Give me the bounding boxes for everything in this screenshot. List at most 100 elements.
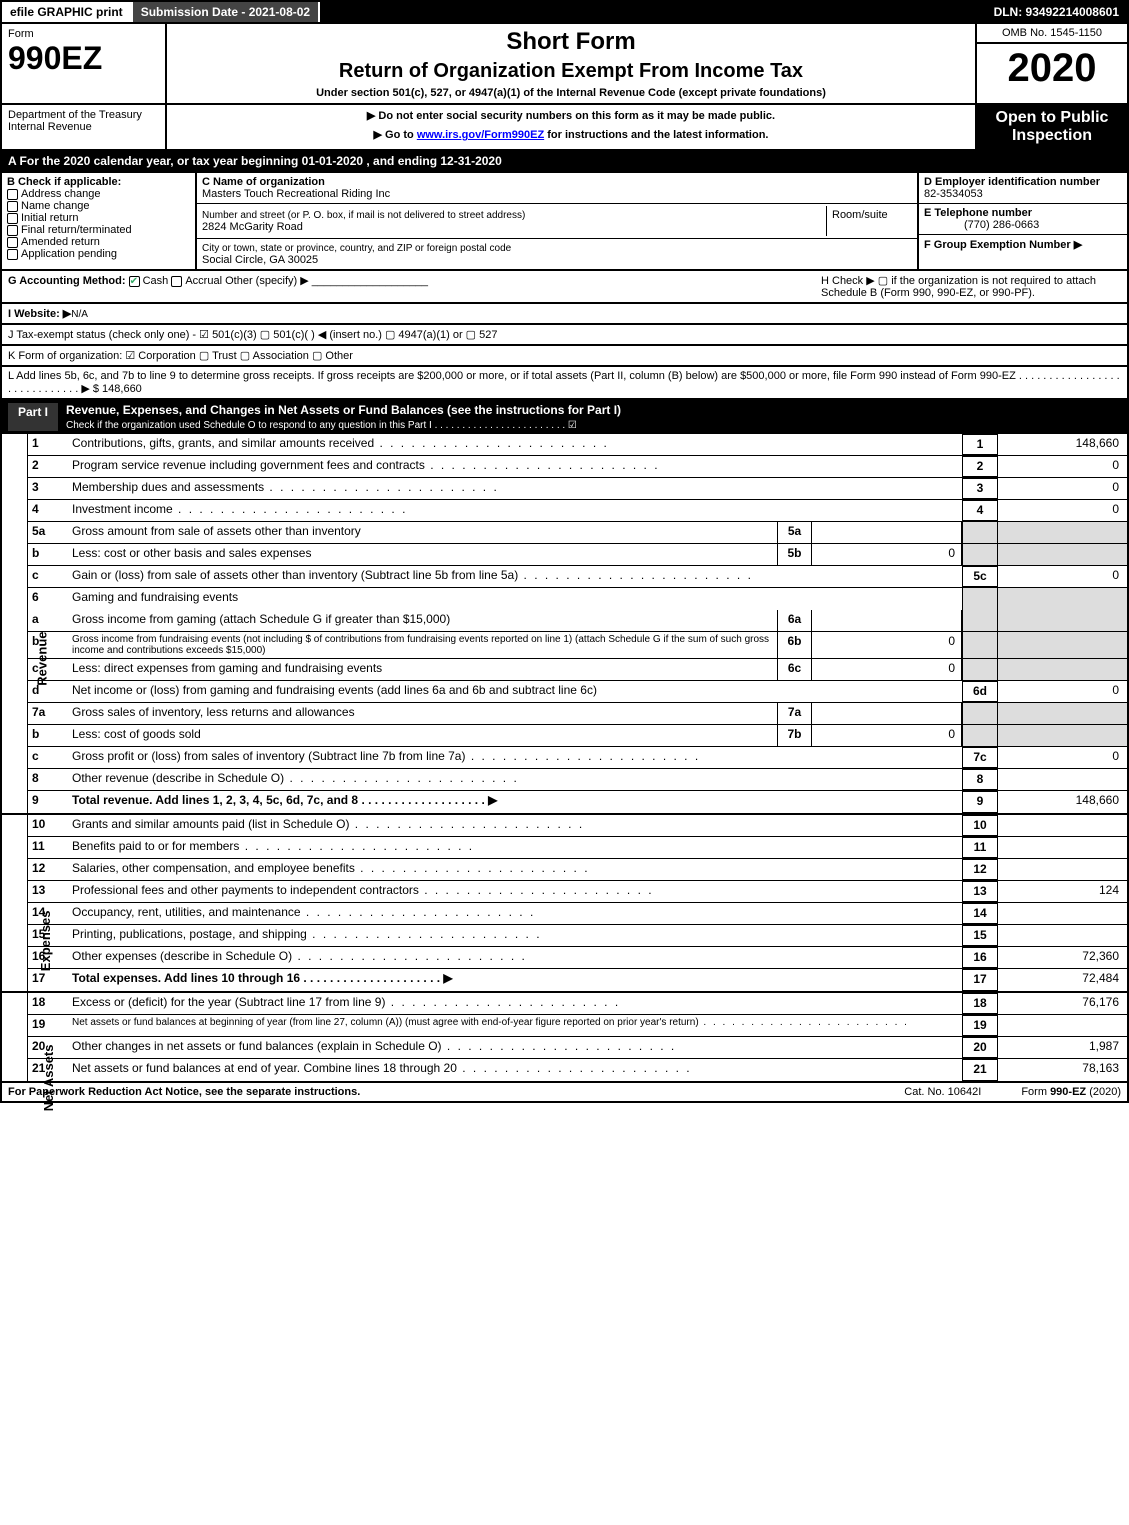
subtitle: Under section 501(c), 527, or 4947(a)(1)…: [175, 87, 967, 99]
box-b: B Check if applicable: Address change Na…: [2, 173, 197, 271]
cb-application-pending[interactable]: [7, 249, 18, 260]
line-9: Total revenue. Add lines 1, 2, 3, 4, 5c,…: [68, 791, 962, 813]
part1-header: Part I Revenue, Expenses, and Changes in…: [0, 400, 1129, 434]
row-gh: G Accounting Method: Cash Accrual Other …: [0, 271, 1129, 304]
dln: DLN: 93492214008601: [986, 2, 1127, 22]
val-8: [997, 769, 1127, 790]
form-footer: Form 990-EZ (2020): [1021, 1086, 1121, 1098]
side-netassets: Net Assets: [41, 1045, 56, 1112]
i-label: I Website: ▶: [8, 308, 71, 320]
city-label: City or town, state or province, country…: [202, 243, 511, 254]
phone-value: (770) 286-0663: [924, 219, 1039, 231]
line-10: Grants and similar amounts paid (list in…: [68, 815, 962, 836]
line-14: Occupancy, rent, utilities, and maintena…: [68, 903, 962, 924]
val-3: 0: [997, 478, 1127, 499]
org-name: Masters Touch Recreational Riding Inc: [202, 188, 390, 200]
row-k: K Form of organization: ☑ Corporation ▢ …: [0, 346, 1129, 367]
line-18: Excess or (deficit) for the year (Subtra…: [68, 993, 962, 1014]
val-20: 1,987: [997, 1037, 1127, 1058]
ein-label: D Employer identification number: [924, 176, 1100, 188]
website-val: N/A: [71, 309, 88, 320]
line-17: Total expenses. Add lines 10 through 16 …: [68, 969, 962, 991]
title-short-form: Short Form: [175, 28, 967, 56]
line-7a: Gross sales of inventory, less returns a…: [68, 703, 777, 724]
cb-name-change[interactable]: [7, 201, 18, 212]
line-13: Professional fees and other payments to …: [68, 881, 962, 902]
cb-cash[interactable]: [129, 276, 140, 287]
note-goto: ▶ Go to www.irs.gov/Form990EZ for instru…: [171, 128, 971, 141]
side-revenue: Revenue: [35, 631, 50, 685]
g-label: G Accounting Method:: [8, 275, 126, 287]
line-6c: Less: direct expenses from gaming and fu…: [68, 659, 777, 680]
line-6d: Net income or (loss) from gaming and fun…: [68, 681, 962, 702]
line-2: Program service revenue including govern…: [68, 456, 962, 477]
line-6a: Gross income from gaming (attach Schedul…: [68, 610, 777, 631]
val-6d: 0: [997, 681, 1127, 702]
expenses-block: Expenses 10Grants and similar amounts pa…: [0, 815, 1129, 993]
cb-address-change[interactable]: [7, 189, 18, 200]
val-18: 76,176: [997, 993, 1127, 1014]
irs-link[interactable]: www.irs.gov/Form990EZ: [417, 129, 544, 141]
open-public: Open to Public Inspection: [977, 105, 1127, 149]
row-i: I Website: ▶N/A: [0, 304, 1129, 325]
line-7c: Gross profit or (loss) from sales of inv…: [68, 747, 962, 768]
cb-amended-return[interactable]: [7, 237, 18, 248]
box-def: D Employer identification number 82-3534…: [919, 173, 1129, 271]
val-5c: 0: [997, 566, 1127, 587]
note-ssn: ▶ Do not enter social security numbers o…: [171, 109, 971, 122]
val-2: 0: [997, 456, 1127, 477]
box-c: C Name of organization Masters Touch Rec…: [197, 173, 919, 271]
form-number: 990EZ: [8, 40, 159, 77]
cb-initial-return[interactable]: [7, 213, 18, 224]
form-label: Form: [8, 28, 159, 40]
info-block: B Check if applicable: Address change Na…: [0, 173, 1129, 271]
line-1: Contributions, gifts, grants, and simila…: [68, 434, 962, 455]
c-name-label: C Name of organization: [202, 176, 325, 188]
line-12: Salaries, other compensation, and employ…: [68, 859, 962, 880]
row-a: A For the 2020 calendar year, or tax yea…: [0, 151, 1129, 173]
line-8: Other revenue (describe in Schedule O): [68, 769, 962, 790]
line-6: Gaming and fundraising events: [68, 588, 962, 610]
row-l: L Add lines 5b, 6c, and 7b to line 9 to …: [0, 367, 1129, 400]
line-19: Net assets or fund balances at beginning…: [68, 1015, 962, 1036]
line-5a: Gross amount from sale of assets other t…: [68, 522, 777, 543]
header2: Department of the Treasury Internal Reve…: [0, 105, 1129, 151]
h-text: H Check ▶ ▢ if the organization is not r…: [821, 274, 1121, 299]
cb-accrual[interactable]: [171, 276, 182, 287]
line-3: Membership dues and assessments: [68, 478, 962, 499]
paperwork-notice: For Paperwork Reduction Act Notice, see …: [8, 1086, 360, 1098]
efile-label[interactable]: efile GRAPHIC print: [2, 2, 133, 22]
room-label: Room/suite: [827, 206, 917, 236]
line-4: Investment income: [68, 500, 962, 521]
group-label: F Group Exemption Number ▶: [924, 239, 1082, 251]
top-bar: efile GRAPHIC print Submission Date - 20…: [0, 0, 1129, 24]
cb-final-return[interactable]: [7, 225, 18, 236]
department: Department of the Treasury Internal Reve…: [2, 105, 167, 149]
val-7c: 0: [997, 747, 1127, 768]
val-16: 72,360: [997, 947, 1127, 968]
val-1: 148,660: [997, 434, 1127, 455]
ein-value: 82-3534053: [924, 188, 983, 200]
line-15: Printing, publications, postage, and shi…: [68, 925, 962, 946]
line-16: Other expenses (describe in Schedule O): [68, 947, 962, 968]
submission-date: Submission Date - 2021-08-02: [133, 2, 320, 22]
omb-number: OMB No. 1545-1150: [977, 24, 1127, 44]
line-11: Benefits paid to or for members: [68, 837, 962, 858]
revenue-block: Revenue 1Contributions, gifts, grants, a…: [0, 434, 1129, 815]
part1-sub: Check if the organization used Schedule …: [66, 420, 577, 431]
val-9: 148,660: [997, 791, 1127, 813]
title-return: Return of Organization Exempt From Incom…: [175, 60, 967, 83]
part1-label: Part I: [8, 403, 58, 431]
row-j: J Tax-exempt status (check only one) - ☑…: [0, 325, 1129, 346]
line-21: Net assets or fund balances at end of ye…: [68, 1059, 962, 1081]
org-address: 2824 McGarity Road: [202, 221, 303, 233]
line-7b: Less: cost of goods sold: [68, 725, 777, 746]
addr-label: Number and street (or P. O. box, if mail…: [202, 210, 525, 221]
line-6b: Gross income from fundraising events (no…: [68, 632, 777, 658]
cat-no: Cat. No. 10642I: [904, 1086, 981, 1098]
line-20: Other changes in net assets or fund bala…: [68, 1037, 962, 1058]
val-4: 0: [997, 500, 1127, 521]
footer: For Paperwork Reduction Act Notice, see …: [0, 1083, 1129, 1103]
netassets-block: Net Assets 18Excess or (deficit) for the…: [0, 993, 1129, 1083]
part1-title: Revenue, Expenses, and Changes in Net As…: [66, 403, 621, 417]
